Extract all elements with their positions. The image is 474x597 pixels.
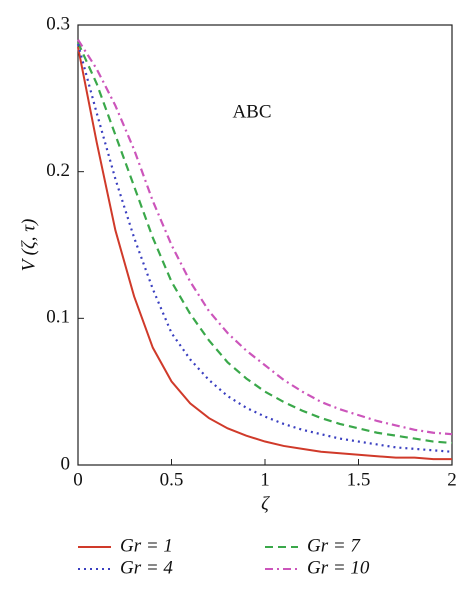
series-line	[77, 46, 452, 461]
plot-frame	[77, 24, 453, 466]
legend-label: Gr = 4	[120, 557, 173, 578]
series-line	[76, 42, 453, 445]
legend-label: Gr = 7	[307, 535, 361, 556]
y-tick-label: 0.1	[46, 307, 70, 328]
y-tick-label: 0	[61, 453, 71, 474]
y-tick-label: 0.3	[46, 13, 70, 34]
series-line	[77, 39, 453, 436]
legend-label: Gr = 1	[120, 535, 173, 556]
x-tick-label: 0.5	[160, 469, 184, 490]
x-tick-label: 2	[447, 469, 457, 490]
y-axis-label: V (ζ, τ)	[18, 219, 39, 272]
x-axis-label: ζ	[261, 493, 270, 514]
y-tick-label: 0.2	[46, 160, 70, 181]
x-tick-label: 1	[260, 469, 270, 490]
annotation: ABC	[232, 101, 271, 122]
x-tick-label: 0	[73, 469, 83, 490]
legend-label: Gr = 10	[307, 557, 370, 578]
x-tick-label: 1.5	[347, 469, 371, 490]
